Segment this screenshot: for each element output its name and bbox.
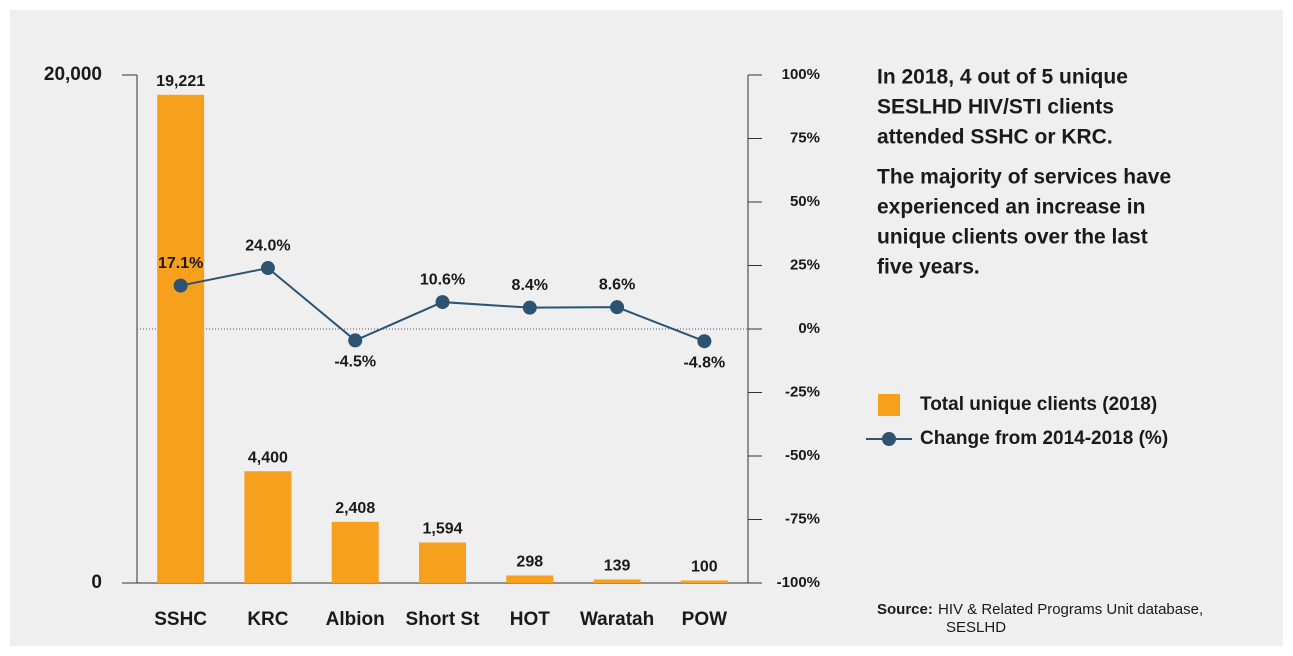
y2-tick-label: 0%: [798, 320, 820, 337]
bar-value-label: 19,221: [156, 73, 205, 90]
annotation: SESLHD HIV/STI clients: [877, 96, 1114, 119]
x-tick-label: POW: [682, 609, 727, 630]
bar-value-label: 100: [691, 559, 718, 576]
legend-label: Change from 2014-2018 (%): [920, 428, 1168, 449]
legend-marker: [882, 432, 896, 446]
bar: [593, 579, 641, 583]
line-value-label: 17.1%: [158, 255, 203, 272]
annotation: experienced an increase in: [877, 196, 1145, 219]
y-tick-label: 20,000: [44, 64, 102, 85]
source-text: HIV & Related Programs Unit database,: [938, 601, 1203, 618]
line-point: [697, 334, 712, 349]
line-point: [260, 261, 275, 276]
y-tick-label: 0: [91, 572, 102, 593]
x-tick-label: SSHC: [154, 609, 207, 630]
bar: [331, 521, 379, 583]
y2-tick-label: -75%: [785, 510, 820, 527]
line-point: [173, 278, 188, 293]
y2-tick-label: 50%: [790, 193, 820, 210]
line-value-label: 8.4%: [512, 277, 548, 294]
y2-tick-label: 25%: [790, 256, 820, 273]
bar: [244, 471, 292, 583]
line-point: [435, 295, 450, 310]
annotation: five years.: [877, 256, 980, 279]
bar: [157, 94, 205, 584]
source-label: Source:: [877, 601, 933, 618]
y2-tick-label: 100%: [782, 66, 820, 83]
x-tick-label: Albion: [326, 609, 385, 630]
bar-value-label: 2,408: [335, 500, 375, 517]
annotation: The majority of services have: [877, 166, 1171, 189]
source-text: SESLHD: [946, 619, 1006, 636]
line-point: [610, 300, 625, 315]
x-tick-label: Waratah: [580, 609, 654, 630]
y2-tick-label: 75%: [790, 129, 820, 146]
legend-swatch: [878, 394, 900, 416]
line-value-label: 10.6%: [420, 271, 465, 288]
y2-tick-label: -100%: [777, 574, 820, 591]
line-value-label: 24.0%: [245, 237, 290, 254]
bar-value-label: 139: [604, 558, 631, 575]
bar: [680, 580, 728, 583]
x-tick-label: HOT: [510, 609, 551, 630]
bar-value-label: 298: [516, 554, 543, 571]
bar: [506, 575, 554, 583]
x-tick-label: Short St: [406, 609, 481, 630]
line-value-label: -4.8%: [683, 354, 725, 371]
line-point: [348, 333, 363, 348]
annotation: attended SSHC or KRC.: [877, 126, 1113, 149]
legend-label: Total unique clients (2018): [920, 394, 1157, 415]
bar-value-label: 1,594: [422, 521, 462, 538]
bar-value-label: 4,400: [248, 449, 288, 466]
line-value-label: 8.6%: [599, 276, 635, 293]
x-tick-label: KRC: [247, 609, 288, 630]
panel: [10, 10, 1283, 646]
annotation: unique clients over the last: [877, 226, 1148, 249]
bar: [419, 542, 466, 583]
line-point: [522, 300, 537, 315]
annotation: In 2018, 4 out of 5 unique: [877, 66, 1128, 89]
y2-tick-label: -25%: [785, 383, 820, 400]
y2-tick-label: -50%: [785, 447, 820, 464]
line-value-label: -4.5%: [334, 354, 376, 371]
